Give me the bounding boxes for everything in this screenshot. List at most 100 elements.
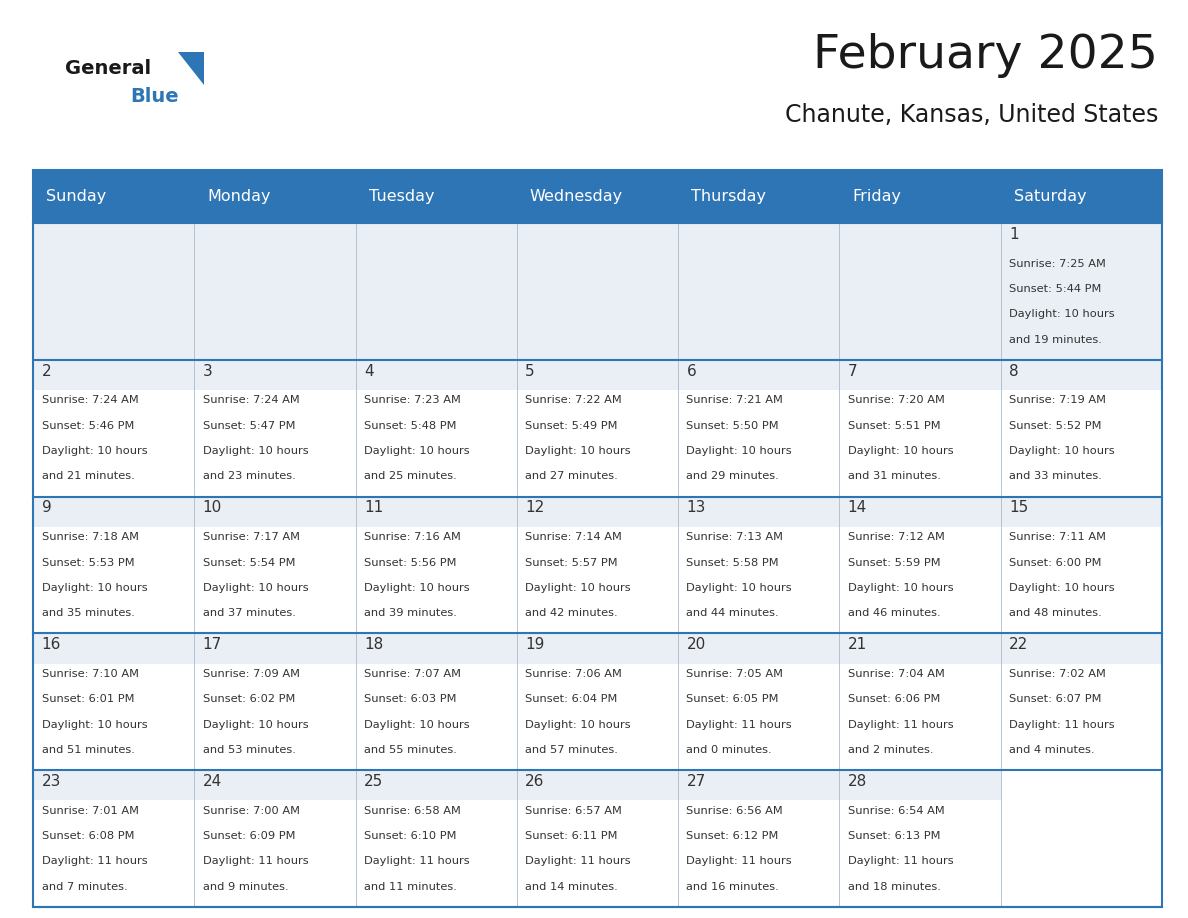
Text: Daylight: 10 hours: Daylight: 10 hours: [364, 583, 469, 593]
Text: Daylight: 10 hours: Daylight: 10 hours: [364, 446, 469, 456]
Bar: [195, 633, 355, 664]
Text: and 44 minutes.: and 44 minutes.: [687, 608, 779, 618]
Text: and 4 minutes.: and 4 minutes.: [1009, 744, 1094, 755]
Bar: [1000, 633, 1162, 664]
Text: Sunset: 5:50 PM: Sunset: 5:50 PM: [687, 420, 779, 431]
Text: Sunrise: 6:54 AM: Sunrise: 6:54 AM: [848, 806, 944, 816]
Text: and 31 minutes.: and 31 minutes.: [848, 471, 941, 481]
Bar: [678, 633, 840, 664]
Text: 4: 4: [364, 364, 374, 378]
Text: and 0 minutes.: and 0 minutes.: [687, 744, 772, 755]
Bar: [355, 770, 517, 800]
Bar: [517, 633, 678, 664]
Bar: [840, 360, 1000, 390]
Text: and 42 minutes.: and 42 minutes.: [525, 608, 618, 618]
Text: Sunrise: 7:02 AM: Sunrise: 7:02 AM: [1009, 669, 1106, 679]
Text: Daylight: 11 hours: Daylight: 11 hours: [203, 856, 309, 867]
Text: and 25 minutes.: and 25 minutes.: [364, 471, 457, 481]
Bar: [355, 633, 517, 664]
Text: Sunset: 5:54 PM: Sunset: 5:54 PM: [203, 557, 296, 567]
Text: Sunset: 6:03 PM: Sunset: 6:03 PM: [364, 694, 456, 704]
Text: Sunrise: 7:01 AM: Sunrise: 7:01 AM: [42, 806, 139, 816]
Text: Daylight: 10 hours: Daylight: 10 hours: [848, 446, 953, 456]
Text: Sunrise: 7:05 AM: Sunrise: 7:05 AM: [687, 669, 784, 679]
Text: Sunset: 5:56 PM: Sunset: 5:56 PM: [364, 557, 456, 567]
Text: Daylight: 10 hours: Daylight: 10 hours: [1009, 583, 1114, 593]
Text: 20: 20: [687, 637, 706, 652]
Text: 28: 28: [848, 774, 867, 789]
Bar: [33, 633, 195, 664]
Text: Sunrise: 7:12 AM: Sunrise: 7:12 AM: [848, 532, 944, 543]
Text: Sunset: 6:13 PM: Sunset: 6:13 PM: [848, 831, 940, 841]
Text: and 16 minutes.: and 16 minutes.: [687, 881, 779, 891]
Bar: [33, 170, 1162, 907]
Text: Daylight: 11 hours: Daylight: 11 hours: [525, 856, 631, 867]
Bar: [33, 360, 195, 390]
Text: 8: 8: [1009, 364, 1018, 378]
Text: and 9 minutes.: and 9 minutes.: [203, 881, 289, 891]
Text: Daylight: 11 hours: Daylight: 11 hours: [1009, 720, 1114, 730]
Text: and 37 minutes.: and 37 minutes.: [203, 608, 296, 618]
Bar: [33, 497, 195, 527]
Text: and 23 minutes.: and 23 minutes.: [203, 471, 296, 481]
Text: 2: 2: [42, 364, 51, 378]
Text: Daylight: 10 hours: Daylight: 10 hours: [42, 446, 147, 456]
Text: Saturday: Saturday: [1013, 189, 1086, 204]
Text: February 2025: February 2025: [814, 32, 1158, 78]
Text: and 29 minutes.: and 29 minutes.: [687, 471, 779, 481]
Text: Daylight: 11 hours: Daylight: 11 hours: [364, 856, 469, 867]
Text: Sunrise: 7:13 AM: Sunrise: 7:13 AM: [687, 532, 784, 543]
Bar: [517, 497, 678, 527]
Text: Daylight: 10 hours: Daylight: 10 hours: [848, 583, 953, 593]
Bar: [1000, 497, 1162, 527]
Text: and 55 minutes.: and 55 minutes.: [364, 744, 457, 755]
Text: 17: 17: [203, 637, 222, 652]
Text: 3: 3: [203, 364, 213, 378]
Bar: [195, 770, 355, 800]
Text: Sunrise: 7:07 AM: Sunrise: 7:07 AM: [364, 669, 461, 679]
Bar: [33, 770, 1162, 907]
Text: Sunset: 6:08 PM: Sunset: 6:08 PM: [42, 831, 134, 841]
Text: 9: 9: [42, 500, 51, 515]
Text: 1: 1: [1009, 227, 1018, 241]
Text: and 39 minutes.: and 39 minutes.: [364, 608, 457, 618]
Text: Daylight: 10 hours: Daylight: 10 hours: [687, 446, 792, 456]
Text: Daylight: 10 hours: Daylight: 10 hours: [203, 583, 309, 593]
Text: Daylight: 10 hours: Daylight: 10 hours: [687, 583, 792, 593]
Text: 13: 13: [687, 500, 706, 515]
Text: Sunset: 6:07 PM: Sunset: 6:07 PM: [1009, 694, 1101, 704]
Text: Sunset: 5:57 PM: Sunset: 5:57 PM: [525, 557, 618, 567]
Text: 14: 14: [848, 500, 867, 515]
Text: Sunset: 5:46 PM: Sunset: 5:46 PM: [42, 420, 134, 431]
Text: 10: 10: [203, 500, 222, 515]
Text: Daylight: 10 hours: Daylight: 10 hours: [525, 583, 631, 593]
Bar: [33, 360, 1162, 497]
Text: Daylight: 10 hours: Daylight: 10 hours: [203, 446, 309, 456]
Text: Daylight: 10 hours: Daylight: 10 hours: [364, 720, 469, 730]
Text: Sunset: 5:48 PM: Sunset: 5:48 PM: [364, 420, 456, 431]
Text: Daylight: 11 hours: Daylight: 11 hours: [687, 720, 792, 730]
Text: Sunset: 6:09 PM: Sunset: 6:09 PM: [203, 831, 296, 841]
Bar: [678, 770, 840, 800]
Text: Sunrise: 7:18 AM: Sunrise: 7:18 AM: [42, 532, 139, 543]
Text: Daylight: 10 hours: Daylight: 10 hours: [203, 720, 309, 730]
Text: Daylight: 11 hours: Daylight: 11 hours: [848, 856, 953, 867]
Text: 25: 25: [364, 774, 384, 789]
Text: and 57 minutes.: and 57 minutes.: [525, 744, 618, 755]
Text: and 48 minutes.: and 48 minutes.: [1009, 608, 1101, 618]
Text: Daylight: 10 hours: Daylight: 10 hours: [1009, 309, 1114, 319]
Text: Sunrise: 7:04 AM: Sunrise: 7:04 AM: [848, 669, 944, 679]
Text: Daylight: 10 hours: Daylight: 10 hours: [525, 720, 631, 730]
Text: Daylight: 10 hours: Daylight: 10 hours: [42, 720, 147, 730]
Bar: [840, 770, 1000, 800]
Text: Sunset: 6:05 PM: Sunset: 6:05 PM: [687, 694, 779, 704]
Text: Sunset: 6:11 PM: Sunset: 6:11 PM: [525, 831, 618, 841]
Bar: [33, 223, 1162, 360]
Text: Daylight: 11 hours: Daylight: 11 hours: [42, 856, 147, 867]
Text: Sunset: 5:59 PM: Sunset: 5:59 PM: [848, 557, 941, 567]
Text: Sunset: 5:53 PM: Sunset: 5:53 PM: [42, 557, 134, 567]
Bar: [840, 633, 1000, 664]
Text: and 46 minutes.: and 46 minutes.: [848, 608, 941, 618]
Text: and 2 minutes.: and 2 minutes.: [848, 744, 934, 755]
Bar: [678, 360, 840, 390]
